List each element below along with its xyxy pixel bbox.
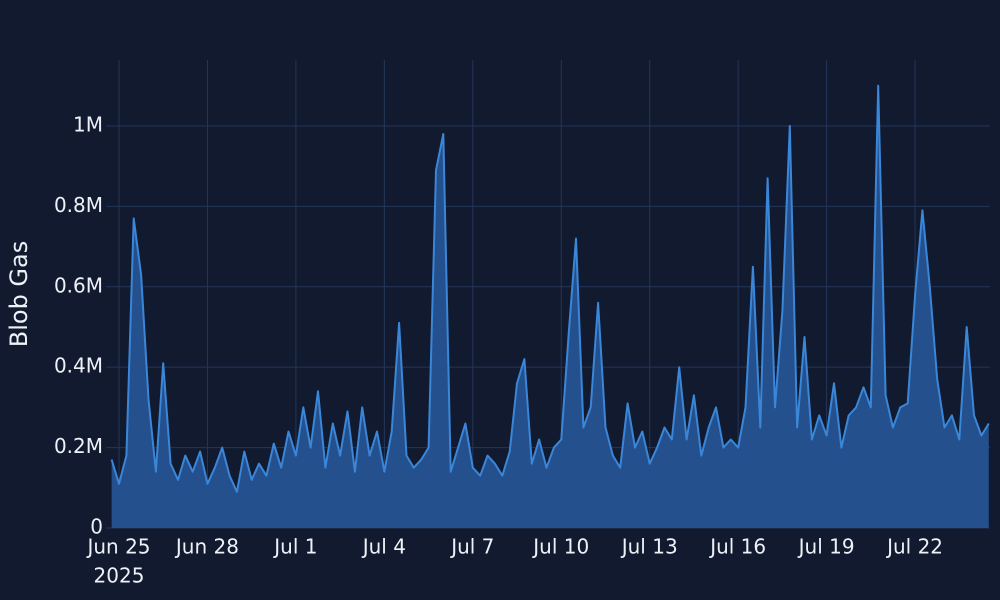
x-tick-label: Jul 13: [620, 535, 678, 559]
x-tick-label: Jul 22: [885, 535, 943, 559]
y-tick-label: 0.4M: [54, 354, 103, 378]
y-tick-label: 1M: [73, 112, 103, 136]
x-tick-label: Jul 19: [797, 535, 855, 559]
x-tick-label: Jun 28: [174, 535, 239, 559]
area-fill: [111, 85, 989, 528]
y-tick-label: 0.6M: [54, 273, 103, 297]
y-tick-label: 0: [90, 515, 103, 539]
line: [110, 84, 990, 493]
x-tick-label: Jul 7: [449, 535, 494, 559]
x-tick-label: Jun 25: [85, 535, 150, 559]
y-tick-label: 0.8M: [54, 193, 103, 217]
y-axis-title: Blob Gas: [5, 241, 33, 348]
x-tick-label: Jul 10: [531, 535, 589, 559]
x-tick-label: Jul 16: [708, 535, 766, 559]
x-tick-year: 2025: [94, 564, 145, 588]
x-tick-label: Jul 4: [361, 535, 406, 559]
y-tick-label: 0.2M: [54, 434, 103, 458]
x-tick-label: Jul 1: [272, 535, 317, 559]
